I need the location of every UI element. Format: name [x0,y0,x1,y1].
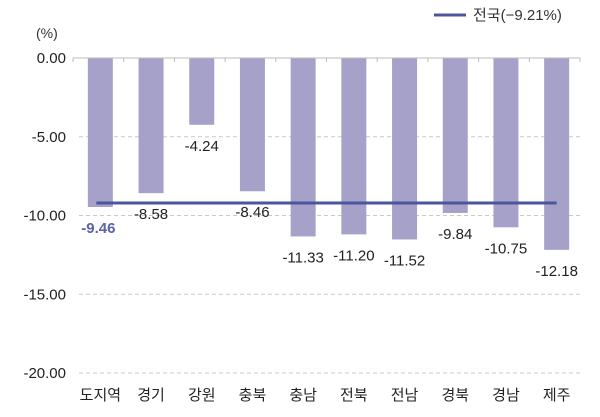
data-label: -9.46 [81,220,115,237]
data-label: -4.24 [185,138,219,155]
x-tick-label: 강원 [188,387,216,404]
data-label: -12.18 [535,263,578,280]
bar [493,58,519,228]
bar [341,58,367,235]
bar [392,58,418,240]
data-label: -10.75 [485,240,528,257]
y-tick-label: -5.00 [32,129,66,146]
x-tick-label: 경남 [492,387,520,404]
data-label: -8.46 [235,204,269,221]
data-label: -11.20 [333,247,374,264]
x-tick-label: 경북 [441,387,469,404]
bar [544,58,570,250]
y-tick-label: -20.00 [23,365,66,382]
bar [87,58,113,207]
legend-label: 전국(−9.21%) [473,7,562,24]
y-tick-label: 0.00 [37,50,66,67]
x-tick-label: 충북 [239,387,267,404]
data-label: -11.33 [282,249,323,266]
data-label: -11.52 [384,252,425,269]
legend: 전국(−9.21%) [434,7,562,24]
bar [189,58,215,125]
x-tick-label: 전북 [340,387,368,404]
x-tick-label: 제주 [543,387,571,404]
bar [290,58,316,237]
bar [442,58,468,213]
y-tick-label: -10.00 [23,208,66,225]
y-tick-label: -15.00 [23,286,66,303]
x-tick-label: 도지역 [80,387,121,404]
bar [239,58,265,192]
y-axis-unit: (%) [36,25,58,41]
bar [138,58,164,194]
data-label: -8.58 [134,206,168,223]
x-tick-label: 경기 [137,387,165,404]
x-tick-label: 전남 [391,387,419,404]
data-label: -9.84 [438,226,472,243]
x-tick-label: 충남 [289,387,317,404]
